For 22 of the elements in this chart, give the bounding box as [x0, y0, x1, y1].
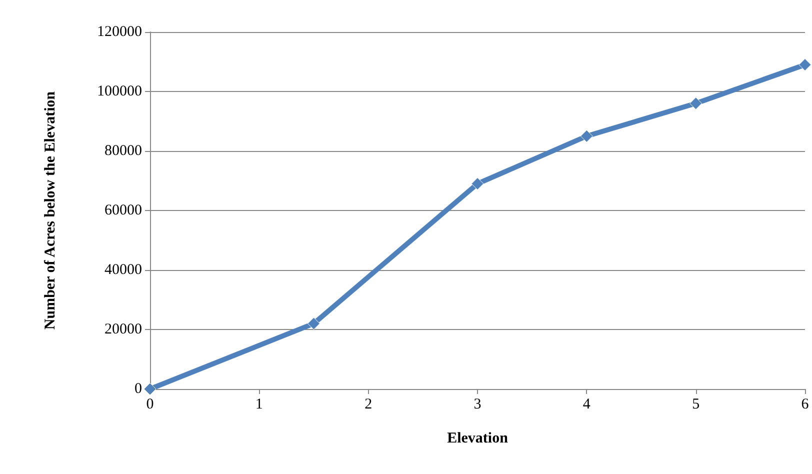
y-tick-label: 40000 [104, 262, 142, 278]
y-tick-label: 20000 [104, 322, 142, 338]
point [471, 177, 484, 190]
y-axis-title: Number of Acres below the Elevation [42, 90, 58, 330]
y-tick-label: 120000 [97, 24, 142, 40]
x-tick-label: 0 [146, 396, 154, 412]
point [798, 58, 812, 71]
y-tick-label: 0 [134, 381, 142, 397]
point [144, 382, 156, 396]
point [580, 130, 593, 142]
x-axis-title: Elevation [447, 430, 509, 446]
point [308, 317, 320, 330]
x-tick-label: 3 [474, 396, 482, 412]
y-tick-label: 100000 [97, 84, 142, 100]
x-tick-label: 6 [801, 396, 810, 412]
x-tick-label: 1 [255, 396, 263, 412]
y-tick-label: 60000 [104, 202, 142, 218]
point [690, 97, 702, 110]
x-tick-label: 4 [582, 396, 591, 412]
x-tick-label: 2 [364, 396, 372, 412]
y-tick-label: 80000 [104, 143, 142, 159]
x-tick-label: 5 [692, 396, 700, 412]
